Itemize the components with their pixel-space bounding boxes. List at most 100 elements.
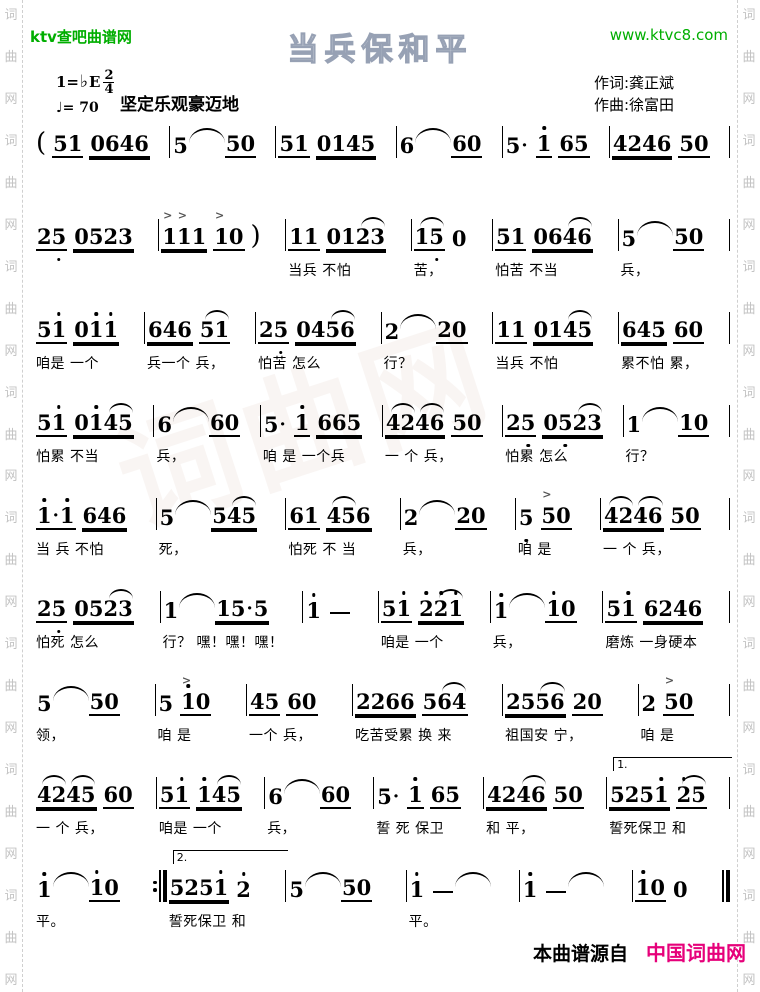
note-digit: 5 — [621, 226, 637, 251]
note-group: 1 >1 >1 — [161, 209, 208, 253]
footer-brand-link[interactable]: 中国词曲网 — [646, 941, 746, 965]
final-barline — [158, 870, 167, 902]
note-digit: 5 — [558, 412, 573, 447]
notes-row: (5 1 0 6 4 6 — [36, 124, 171, 160]
barline — [728, 405, 730, 437]
octave-dot-above — [186, 684, 191, 688]
note-digit: 1 — [306, 593, 321, 621]
border-dashed-line-right — [737, 0, 738, 992]
note-digit: 5 — [289, 877, 304, 902]
barline — [155, 498, 157, 530]
border-char: 曲 — [742, 175, 756, 191]
note-group: 5 >0 — [540, 489, 572, 530]
barline — [302, 591, 304, 623]
note-digit: 0 — [296, 317, 311, 342]
lyric-text: 咱 是 一个兵 — [262, 449, 346, 465]
note-digit: 1 — [654, 777, 669, 805]
lyric-text: 苦， — [413, 263, 443, 279]
note-digit: 5 — [535, 682, 565, 712]
border-char: 网 — [4, 217, 18, 233]
lyric-text: 一个 兵， — [249, 728, 312, 744]
note-digit: 5 — [505, 133, 521, 158]
barline — [483, 777, 485, 809]
flat-sign-icon: ♭ — [80, 72, 89, 92]
lyric-text: 咱是 一个 — [158, 821, 222, 837]
note-digit: 1 — [341, 224, 356, 249]
note-digit: 2 — [384, 319, 400, 344]
note-digit: 6 — [430, 782, 446, 807]
note-group: 1 >0 — [213, 210, 245, 251]
note-digit: 2 — [627, 131, 643, 156]
note-digit: 4 — [227, 496, 257, 526]
tie-arc — [637, 221, 674, 236]
barline — [728, 777, 730, 809]
lyric-text — [36, 167, 170, 184]
border-char: 曲 — [4, 553, 18, 569]
note-digit: 0 — [104, 689, 119, 714]
note-digit: 2 — [434, 589, 463, 619]
lyric-text: 一 个 兵， — [36, 821, 104, 837]
note-digit: 6 — [673, 317, 689, 342]
note-digit: 5 — [341, 503, 356, 528]
barline — [285, 219, 287, 251]
measure: 2 2 0 行？ — [384, 310, 496, 372]
notes-row: 1 — [522, 868, 633, 902]
note-digit: 5 — [225, 131, 241, 156]
note-digit: 4 — [386, 403, 416, 433]
small-tie-arc — [360, 217, 386, 227]
barline — [352, 684, 354, 716]
note-group: 5 — [36, 693, 53, 716]
note-group: 5 — [158, 693, 175, 716]
accent-mark: > — [214, 209, 224, 222]
site-link-left[interactable]: ktv查吧曲谱网 — [30, 28, 132, 46]
octave-dot-above — [180, 777, 184, 781]
border-char: 词 — [4, 133, 18, 149]
song-title: 当兵保和平 — [287, 31, 473, 68]
note-digit: 2 — [403, 505, 419, 530]
notes-row: 5 5 >0 — [518, 489, 602, 542]
border-char: 曲 — [4, 679, 18, 695]
barline — [259, 405, 261, 437]
note-digit: 1 > — [177, 209, 192, 249]
border-char: 词 — [4, 385, 18, 401]
lyric-text: 兵， — [156, 449, 186, 465]
octave-dot-above — [626, 591, 631, 595]
parenthesis: ( — [36, 128, 47, 158]
border-char: 网 — [4, 469, 18, 485]
border-char: 曲 — [742, 805, 756, 821]
octave-dot-above — [453, 591, 458, 595]
note-digit: 6 — [452, 131, 467, 156]
border-char: 词 — [742, 889, 756, 905]
site-link-right[interactable]: www.ktvc8.com — [609, 26, 728, 44]
lyric-text: 当兵 不怕 — [288, 263, 352, 279]
note-digit: 2 — [419, 591, 434, 619]
note-digit: 2 — [506, 689, 521, 714]
note-digit: 5 — [279, 131, 295, 156]
meter-denominator: 4 — [104, 82, 114, 97]
score: (5 1 0 6 4 6 5 5 0 5 1 0 1 4 5 6 6 0 5 · 1 6 5 4 2 4 6 5 0 2 5 0 5 2 3 1 >1 >… — [36, 124, 732, 961]
barline — [159, 591, 161, 623]
